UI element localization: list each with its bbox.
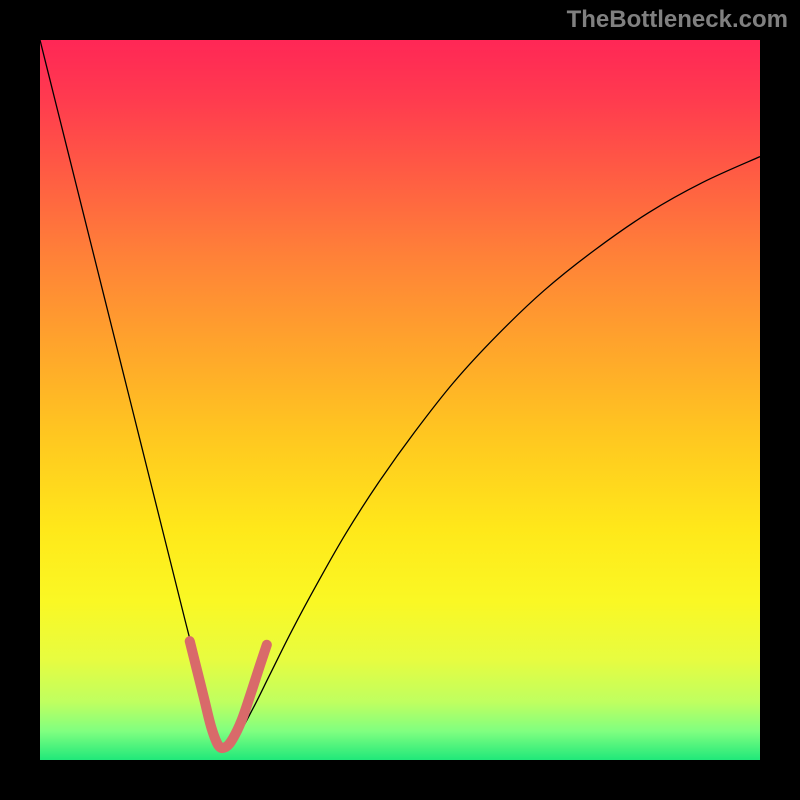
chart-container: TheBottleneck.com	[0, 0, 800, 800]
plot-area	[40, 40, 760, 760]
watermark-text: TheBottleneck.com	[567, 6, 788, 34]
highlight-segment	[190, 641, 267, 748]
curve-layer	[40, 40, 760, 760]
v-curve	[40, 40, 760, 749]
